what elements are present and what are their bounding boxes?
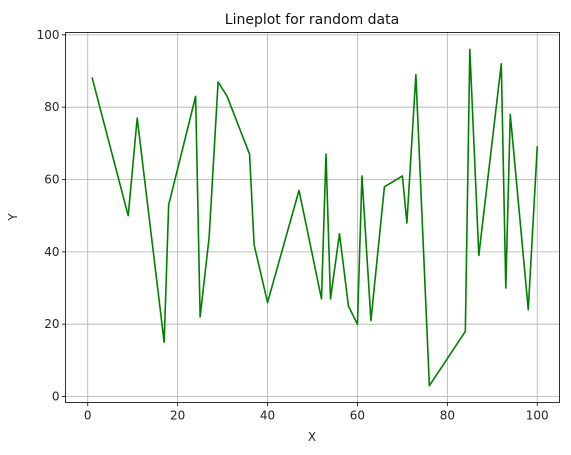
- plot-frame: [66, 33, 560, 403]
- x-tick-label: 100: [526, 409, 549, 423]
- x-tick-label: 60: [350, 409, 365, 423]
- x-tick-label: 40: [260, 409, 275, 423]
- y-axis-label: Y: [6, 213, 20, 222]
- y-tick-label: 60: [44, 173, 59, 187]
- x-tick-label: 0: [84, 409, 92, 423]
- y-tick-label: 40: [44, 245, 59, 259]
- x-tick-label: 80: [440, 409, 455, 423]
- chart-title: Lineplot for random data: [225, 12, 399, 28]
- y-tick-label: 100: [37, 28, 60, 42]
- series-layer: [92, 49, 537, 385]
- x-tick-label: 20: [170, 409, 185, 423]
- y-tick-label: 20: [44, 317, 59, 331]
- series-line: [92, 49, 537, 385]
- x-axis-label: X: [308, 430, 316, 444]
- y-tick-label: 80: [44, 100, 59, 114]
- grid-lines: [66, 33, 560, 403]
- y-tick-label: 0: [52, 390, 60, 404]
